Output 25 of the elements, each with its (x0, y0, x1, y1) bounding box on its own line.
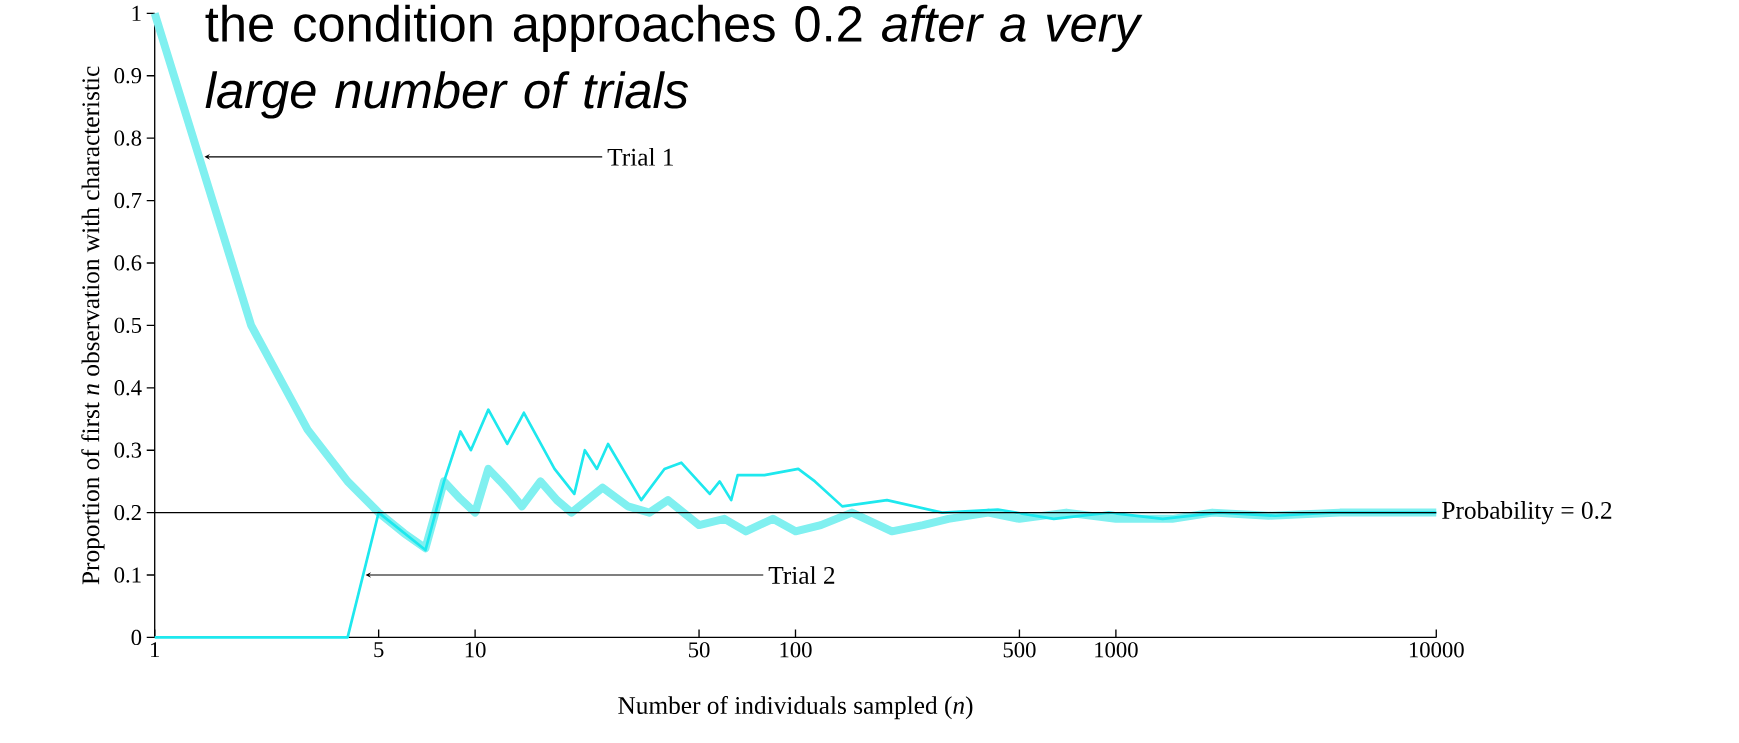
y-tick-label: 1 (132, 5, 141, 21)
y-tick-label: 0.1 (114, 567, 141, 583)
x-tick-label: 1 (151, 642, 160, 658)
y-axis-title: Proportion of first n observation with characteristic (81, 66, 105, 585)
y-tick-label: 0.9 (114, 68, 142, 84)
y-tick-label: 0.5 (114, 317, 142, 334)
y-tick-label: 0.4 (114, 380, 142, 396)
annotation: Trial 1 (607, 148, 674, 166)
x-tick-label: 10000 (1409, 642, 1464, 658)
x-tick-label: 1000 (1095, 642, 1138, 658)
ref-line-label: Probability = 0.2 (1442, 501, 1612, 525)
chart-title: the condition approaches 0.2 after a very large number of trials (205, 4, 1143, 119)
x-tick-label: 5 (374, 642, 384, 658)
y-tick-label: 0.2 (114, 505, 141, 521)
x-tick-label: 100 (780, 642, 812, 658)
y-tick-label: 0.6 (114, 255, 142, 271)
x-axis-title: Number of individuals sampled (n) (618, 696, 973, 720)
y-tick-label: 0.8 (114, 130, 142, 146)
y-tick-label: 0 (131, 629, 142, 646)
x-tick-label: 50 (689, 642, 710, 658)
y-tick-label: 0.3 (114, 442, 142, 458)
x-tick-label: 500 (1003, 642, 1036, 658)
annotation: Trial 2 (768, 566, 835, 585)
y-tick-label: 0.7 (114, 192, 142, 209)
x-tick-label: 10 (465, 642, 486, 658)
